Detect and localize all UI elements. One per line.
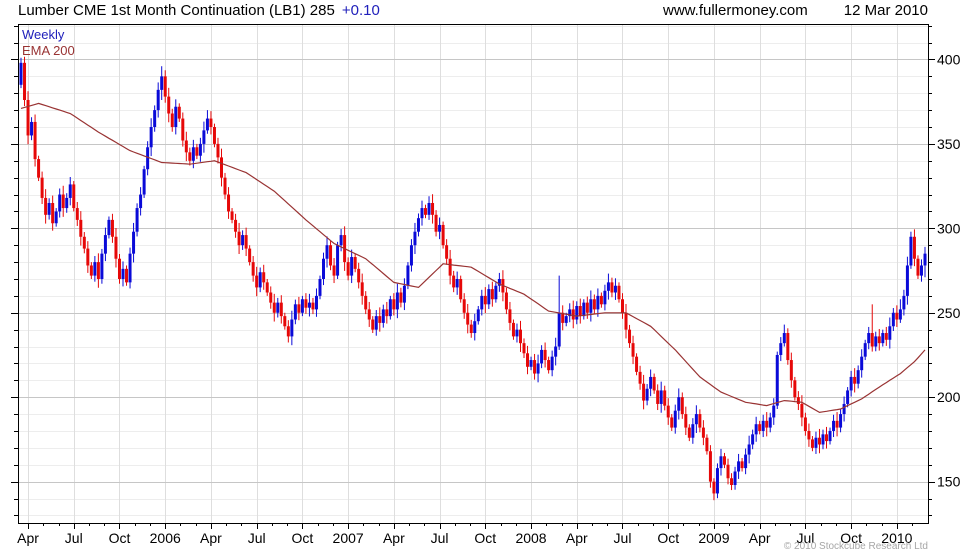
x-axis-tick-label: Apr xyxy=(383,530,405,546)
instrument-name-and-price: Lumber CME 1st Month Continuation (LB1) … xyxy=(18,2,335,19)
y-axis-tick-label: 150 xyxy=(937,474,961,490)
source-and-date: www.fullermoney.com 12 Mar 2010 xyxy=(663,2,928,19)
x-axis-tick-label: Jul xyxy=(614,530,632,546)
date-label: 12 Mar 2010 xyxy=(843,2,928,19)
x-axis-tick-label: Jul xyxy=(248,530,266,546)
x-axis-tick-label: 2010 xyxy=(881,530,912,546)
x-axis-tick-label: Apr xyxy=(17,530,39,546)
x-axis-tick-label: Oct xyxy=(840,530,862,546)
x-axis-tick-label: Apr xyxy=(749,530,771,546)
ema-line xyxy=(20,102,926,414)
x-axis-tick-label: Oct xyxy=(292,530,314,546)
x-axis-tick-label: Oct xyxy=(657,530,679,546)
x-axis-tick-label: Jul xyxy=(431,530,449,546)
plot-border xyxy=(18,24,929,524)
x-axis-tick-label: Apr xyxy=(566,530,588,546)
instrument-title: Lumber CME 1st Month Continuation (LB1) … xyxy=(18,2,380,19)
x-axis-tick-label: Oct xyxy=(109,530,131,546)
x-axis-tick-label: 2006 xyxy=(150,530,181,546)
x-axis-tick-label: 2007 xyxy=(333,530,364,546)
y-axis-tick-label: 400 xyxy=(937,51,961,67)
x-axis-tick-label: Apr xyxy=(200,530,222,546)
x-axis-tick-label: 2008 xyxy=(515,530,546,546)
candlesticks xyxy=(19,56,927,501)
website-label: www.fullermoney.com xyxy=(663,2,808,19)
x-axis-tick-label: Jul xyxy=(65,530,83,546)
grid-lines xyxy=(18,24,928,523)
y-axis-tick-label: 300 xyxy=(937,220,961,236)
y-axis-tick-label: 250 xyxy=(937,305,961,321)
y-axis-tick-label: 350 xyxy=(937,136,961,152)
y-axis: 150 200 250 300 350 400 xyxy=(11,26,961,516)
y-axis-tick-label: 200 xyxy=(937,389,961,405)
x-axis: Apr Jul Oct 2006 Apr Jul Oct 2007 Apr Jul Oct 2008 A… xyxy=(17,523,913,546)
ema-label: EMA 200 xyxy=(22,43,75,58)
chart-legend: Weekly EMA 200 xyxy=(22,27,75,59)
x-axis-tick-label: 2009 xyxy=(698,530,729,546)
x-axis-tick-label: Oct xyxy=(474,530,496,546)
copyright-label: © 2010 Stockcube Research Ltd xyxy=(783,541,928,552)
price-change: +0.10 xyxy=(341,2,380,19)
x-axis-tick-label: Jul xyxy=(796,530,814,546)
chart-header: Lumber CME 1st Month Continuation (LB1) … xyxy=(18,2,928,22)
timeframe-label: Weekly xyxy=(22,27,65,42)
